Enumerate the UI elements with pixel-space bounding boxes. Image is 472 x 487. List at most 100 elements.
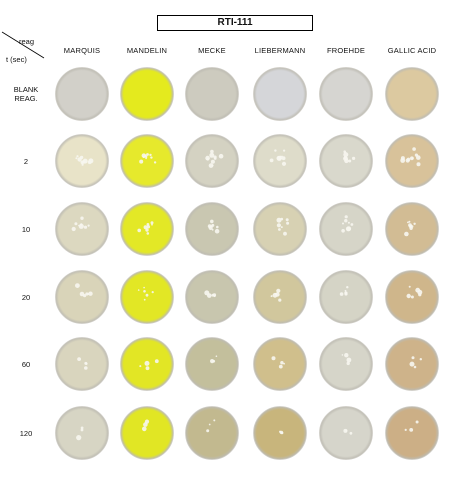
crystal-speck (341, 354, 344, 356)
well-liquid (319, 270, 373, 324)
column-header-marquis: MARQUIS (63, 46, 101, 55)
column-header-liebermann: LIEBERMANN (254, 46, 306, 55)
well-sample (55, 270, 109, 324)
crystal-speck (283, 231, 287, 236)
test-well (319, 134, 373, 188)
test-well (319, 202, 373, 256)
crystal-speck (212, 359, 216, 363)
well-sample (120, 134, 174, 188)
crystal-speck (274, 149, 277, 152)
well-sample (120, 337, 174, 391)
well-sample (253, 134, 307, 188)
crystal-speck (343, 152, 349, 158)
crystal-speck (84, 366, 88, 370)
column-header-mecke: MECKE (198, 46, 226, 55)
well-sample (385, 406, 439, 460)
test-well (385, 406, 439, 460)
crystal-speck (211, 360, 213, 362)
crystal-speck (281, 161, 287, 166)
well-liquid (319, 406, 373, 460)
crystal-speck (280, 361, 284, 365)
crystal-speck (88, 158, 94, 164)
crystal-speck (74, 222, 78, 226)
crystal-speck (281, 155, 283, 158)
crystal-speck (344, 289, 347, 292)
well-sample (55, 337, 109, 391)
crystal-speck (211, 223, 215, 227)
crystal-speck (276, 288, 281, 293)
crystal-speck (142, 426, 147, 432)
crystal-speck (348, 159, 352, 163)
well-liquid (120, 67, 174, 121)
crystal-speck (214, 228, 220, 234)
crystal-speck (408, 285, 411, 288)
crystal-speck (347, 221, 350, 224)
crystal-speck (352, 156, 356, 160)
crystal-speck (145, 155, 148, 159)
crystal-speck (410, 156, 414, 161)
test-well (385, 134, 439, 188)
crystal-speck (413, 222, 416, 225)
well-sample (319, 202, 373, 256)
crystal-speck (415, 287, 421, 293)
crystal-speck (278, 364, 283, 369)
test-well (319, 337, 373, 391)
crystal-speck (416, 155, 421, 160)
crystal-speck (81, 163, 84, 166)
crystal-speck (278, 228, 281, 231)
well-liquid (55, 270, 109, 324)
crystal-speck (151, 291, 154, 294)
row-header: BLANK REAG. (6, 85, 46, 103)
well-sample (253, 67, 307, 121)
crystal-speck (88, 291, 93, 296)
reagent-axis-label: reag (19, 37, 35, 46)
crystal-speck (206, 158, 210, 161)
well-liquid (253, 134, 307, 188)
crystal-speck (404, 231, 409, 237)
well-liquid (385, 134, 439, 188)
crystal-speck (137, 289, 140, 291)
test-well (120, 337, 174, 391)
corner-diagonal-divider (1, 31, 45, 59)
crystal-speck (207, 293, 212, 298)
crystal-speck (269, 158, 274, 163)
crystal-speck (410, 295, 414, 299)
crystal-speck (143, 298, 146, 301)
well-sample (253, 406, 307, 460)
row-header-line: REAG. (14, 94, 38, 103)
crystal-speck (85, 362, 88, 365)
test-well (253, 337, 307, 391)
crystal-speck (83, 225, 88, 229)
test-well (253, 270, 307, 324)
test-well (385, 337, 439, 391)
test-well (185, 337, 239, 391)
well-sample (120, 202, 174, 256)
well-sample (55, 406, 109, 460)
crystal-speck (349, 431, 353, 435)
crystal-speck (279, 430, 284, 435)
crystal-speck (76, 155, 79, 158)
crystal-speck (409, 361, 415, 367)
well-sample (185, 337, 239, 391)
crystal-speck (144, 419, 150, 424)
well-sample (319, 270, 373, 324)
well-sample (185, 67, 239, 121)
row-header-line: 20 (21, 292, 31, 302)
well-sample (253, 270, 307, 324)
crystal-speck (213, 157, 217, 160)
crystal-speck (218, 153, 224, 159)
well-sample (385, 202, 439, 256)
row-header-line: 120 (19, 428, 33, 438)
crystal-speck (274, 292, 277, 296)
crystal-speck (339, 292, 344, 296)
crystal-speck (419, 358, 422, 361)
test-well (185, 406, 239, 460)
crystal-speck (344, 219, 348, 223)
crystal-speck (75, 283, 80, 288)
test-well (120, 67, 174, 121)
crystal-speck (346, 361, 350, 366)
test-well (120, 406, 174, 460)
well-liquid (185, 270, 239, 324)
crystal-speck (146, 153, 149, 156)
